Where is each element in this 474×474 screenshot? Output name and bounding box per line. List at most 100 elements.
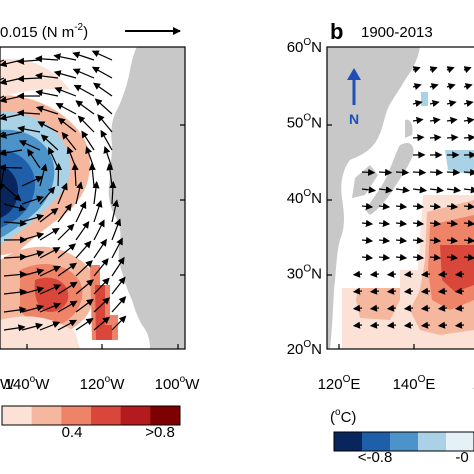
wind-a-vector-104 [111, 296, 127, 313]
wind-b-vector-64 [446, 253, 459, 261]
wind-b-vector-81 [369, 304, 380, 312]
colorbar-a-tick-1: >0.8 [145, 424, 175, 441]
wind-a-vector-40 [81, 130, 95, 151]
wind-stress-vectors-b [352, 66, 474, 329]
wind-b-vector-89 [386, 321, 397, 329]
colorbar-b-swatch-3 [418, 432, 447, 451]
wind-b-vector-56 [429, 236, 442, 244]
wind-a-vector-86 [39, 265, 61, 277]
wind-a-vector-93 [39, 284, 62, 295]
wind-b-vector-31 [361, 186, 377, 194]
wind-a-vector-19 [73, 84, 95, 97]
wind-b-vector-10 [446, 99, 457, 107]
wind-b-vector-26 [395, 168, 410, 176]
wind-b-vector-72 [454, 270, 465, 278]
wind-a-vector-101 [57, 300, 78, 313]
wind-b-vector-1 [429, 66, 438, 74]
wind-a-vector-100 [39, 302, 62, 313]
wind-b-vector-18 [446, 134, 459, 142]
wind-a-vector-66 [57, 203, 72, 223]
wind-a-vector-39 [61, 131, 77, 151]
wind-b-vector-59 [361, 253, 374, 261]
colorbar-a-swatch-0 [2, 406, 33, 425]
wind-a-vector-72 [39, 227, 60, 241]
wind-b-vector-25 [378, 168, 393, 176]
wind-a-vector-108 [57, 319, 78, 331]
wind-a-vector-58 [39, 186, 56, 205]
wind-a-vector-110 [93, 316, 110, 331]
wind-b-vector-85 [437, 304, 448, 312]
map-frame-a [0, 46, 186, 350]
y-tick-label-b-3: 30ON [287, 264, 322, 283]
wind-b-vector-34 [412, 186, 428, 194]
wind-b-vector-82 [386, 304, 397, 312]
wind-a-vector-49 [3, 185, 22, 202]
wind-a-vector-95 [75, 279, 94, 295]
wind-b-vector-17 [429, 134, 442, 142]
wind-b-vector-12 [412, 116, 424, 125]
wind-b-vector-4 [412, 83, 422, 90]
wind-a-vector-76 [111, 218, 122, 241]
colorbar-b-swatch-2 [390, 432, 419, 451]
wind-b-vector-9 [429, 99, 440, 107]
y-tick-label-b-2: 40ON [287, 188, 322, 207]
wind-a-vector-79 [39, 247, 61, 259]
wind-a-vector-84 [3, 270, 28, 279]
wind-a-vector-78 [21, 250, 45, 259]
wind-b-vector-11 [463, 99, 474, 107]
wind-b-vector-88 [369, 321, 380, 329]
wind-b-vector-63 [429, 253, 442, 261]
wind-a-vector-88 [75, 260, 93, 277]
wind-b-vector-0 [412, 66, 421, 74]
wind-a-vector-13 [91, 66, 113, 79]
wind-b-vector-73 [352, 287, 363, 295]
wind-b-vector-50 [446, 219, 459, 227]
wind-a-vector-44 [27, 148, 41, 169]
wind-a-vector-6 [91, 50, 113, 61]
wind-a-vector-102 [75, 298, 94, 313]
wind-b-vector-32 [378, 186, 394, 194]
wind-b-vector-61 [395, 253, 408, 261]
wind-a-vector-68 [93, 199, 103, 223]
wind-a-vector-80 [57, 243, 77, 259]
wind-a-vector-24 [35, 105, 59, 115]
wind-b-vector-83 [403, 304, 414, 312]
wind-b-vector-93 [454, 321, 465, 329]
wind-a-vector-73 [57, 223, 75, 241]
colorbar-b-tick-1: -0 [455, 449, 468, 466]
wind-a-vector-32 [57, 117, 77, 133]
wind-b-vector-77 [420, 287, 431, 295]
wind-b-vector-54 [395, 236, 408, 244]
wind-a-vector-98 [3, 306, 27, 314]
wind-b-vector-51 [463, 219, 474, 227]
wind-a-vector-5 [72, 51, 95, 61]
wind-b-vector-86 [454, 304, 465, 312]
colorbar-a-swatch-5 [150, 406, 181, 425]
wind-b-vector-27 [412, 168, 427, 176]
wind-a-vector-106 [21, 322, 44, 331]
wind-a-vector-18 [54, 86, 77, 97]
colorbar-b-unit: (oC) [330, 407, 356, 426]
wind-a-vector-105 [3, 324, 26, 332]
wind-stress-vectors-a [0, 50, 127, 332]
wind-a-vector-11 [53, 70, 77, 79]
wind-a-vector-75 [93, 219, 105, 241]
wind-b-vector-52 [361, 236, 374, 244]
wind-b-vector-19 [463, 134, 474, 142]
wind-b-vector-70 [420, 270, 431, 278]
wind-a-vector-38 [40, 134, 59, 151]
wind-a-vector-25 [55, 103, 77, 115]
wind-b-vector-30 [463, 168, 474, 176]
wind-b-vector-46 [378, 219, 391, 227]
wind-b-vector-24 [361, 168, 376, 176]
wind-b-vector-62 [412, 253, 425, 261]
x-tick-label-a-2: 100oW [155, 374, 201, 393]
wind-b-vector-79 [454, 287, 465, 295]
wind-b-vector-28 [429, 168, 444, 176]
wind-a-vector-42 [0, 167, 5, 191]
wind-b-vector-45 [361, 219, 374, 227]
wind-b-vector-43 [446, 202, 459, 210]
x-tick-label-a-0: 140oW [5, 374, 51, 393]
wind-a-vector-23 [16, 109, 41, 117]
colorbar-a-swatch-2 [61, 406, 92, 425]
